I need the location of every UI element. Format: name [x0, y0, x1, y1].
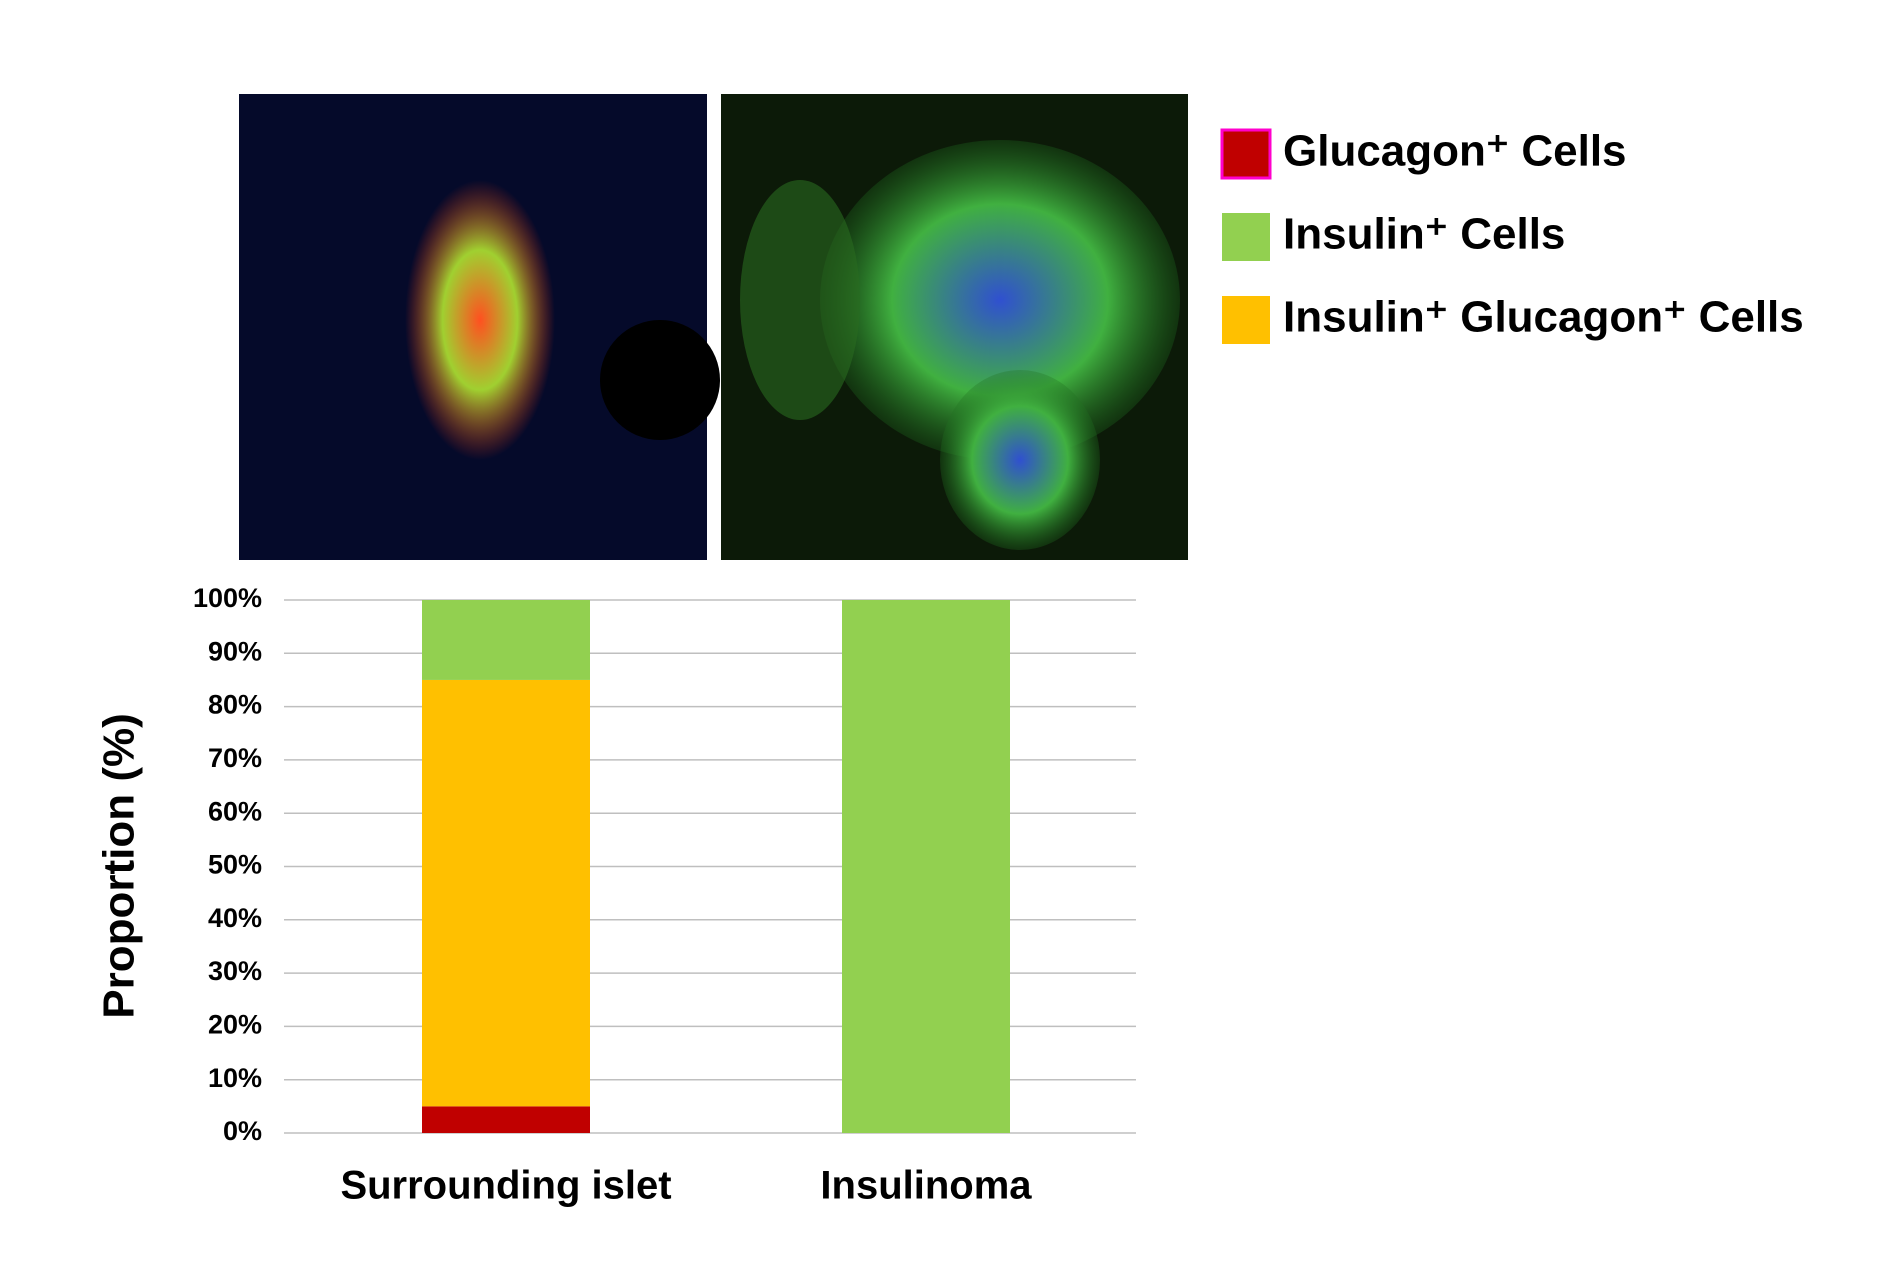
bar-segment	[842, 600, 1010, 1133]
legend-swatch	[1222, 213, 1270, 261]
bar-segment	[422, 600, 590, 680]
legend-swatch	[1220, 128, 1272, 180]
y-tick-label: 80%	[208, 690, 262, 720]
legend-swatch	[1222, 296, 1270, 344]
y-axis-title: Proportion (%)	[95, 713, 144, 1019]
y-tick-label: 40%	[208, 903, 262, 933]
bar-segment	[422, 1106, 590, 1133]
y-tick-label: 90%	[208, 636, 262, 666]
y-tick-label: 0%	[223, 1116, 262, 1146]
micrograph-islet	[239, 94, 720, 560]
legend-label: Insulin⁺ Glucagon⁺ Cells	[1283, 293, 1804, 342]
legend-label: Glucagon⁺ Cells	[1283, 127, 1627, 176]
y-tick-label: 50%	[208, 850, 262, 880]
micrograph-insulinoma	[721, 94, 1188, 560]
y-tick-label: 100%	[193, 583, 262, 613]
bar-segment	[422, 679, 590, 1107]
legend-label: Insulin⁺ Cells	[1283, 210, 1565, 259]
y-tick-label: 10%	[208, 1063, 262, 1093]
y-tick-label: 30%	[208, 956, 262, 986]
y-tick-label: 70%	[208, 743, 262, 773]
y-tick-label: 20%	[208, 1010, 262, 1040]
x-tick-label: Surrounding islet	[340, 1164, 671, 1208]
y-tick-label: 60%	[208, 796, 262, 826]
x-tick-label: Insulinoma	[820, 1164, 1032, 1208]
